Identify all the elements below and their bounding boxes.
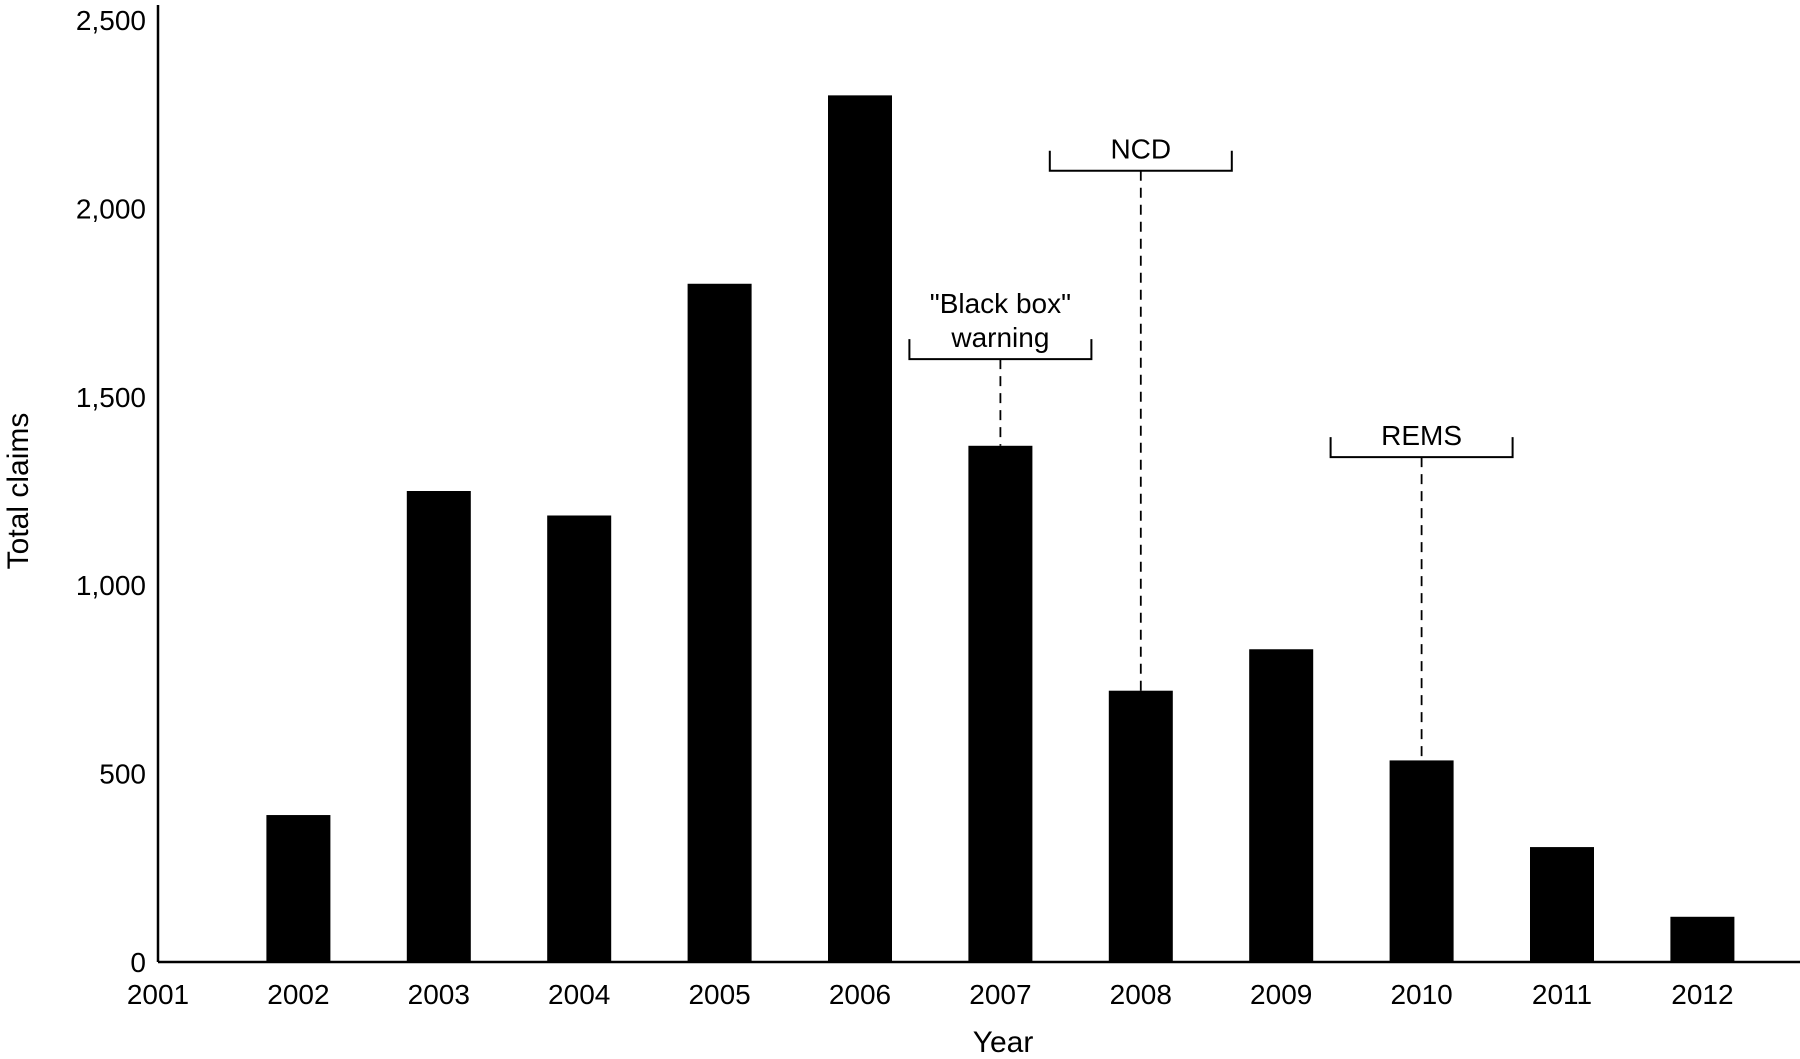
y-tick-label: 500 [99,759,146,790]
annotation-label: "Black box" [930,288,1071,319]
y-axis-title: Total claims [2,413,35,570]
y-tick-label: 2,500 [76,5,146,36]
annotations-group: "Black box"warning NCD REMS [908,134,1514,761]
bar-2006 [828,95,892,963]
x-tick-label: 2009 [1250,979,1312,1010]
y-tick-label: 1,500 [76,382,146,413]
x-tick-label: 2012 [1671,979,1733,1010]
y-tick-label: 1,000 [76,570,146,601]
annotation-label: NCD [1110,134,1171,165]
bar-2011 [1530,847,1594,962]
bar-2010 [1389,760,1454,962]
annotation-label: warning [950,322,1049,353]
bar-2003 [406,491,471,962]
x-tick-label: 2006 [829,979,891,1010]
x-tick-label: 2001 [127,979,189,1010]
bar-2012 [1670,916,1735,962]
x-axis-title: Year [973,1026,1034,1059]
x-tick-label: 2007 [969,979,1031,1010]
bar-2004 [547,515,612,962]
bar-2008 [1108,690,1173,962]
x-tick-label: 2010 [1390,979,1452,1010]
x-tick-label: 2002 [267,979,329,1010]
x-tick-label: 2004 [548,979,610,1010]
bar-2007 [968,445,1033,962]
x-tick-label: 2008 [1110,979,1172,1010]
x-tick-label: 2011 [1532,979,1592,1010]
bar-2009 [1249,649,1314,962]
x-tick-label: 2005 [688,979,750,1010]
annotation-label: REMS [1381,420,1462,451]
annotation-2007: "Black box"warning [908,288,1093,446]
bars-group [266,95,1735,963]
bar-2005 [687,283,752,962]
annotation-2010: REMS [1329,420,1514,761]
y-tick-label: 2,000 [76,193,146,224]
x-tick-label: 2003 [408,979,470,1010]
bar-2002 [266,815,331,962]
annotation-2008: NCD [1048,134,1233,691]
y-tick-label: 0 [130,947,146,978]
y-tick-labels: 0 500 1,000 1,500 2,000 2,500 [76,5,146,978]
x-tick-labels: 2001 2002 2003 2004 2005 2006 2007 2008 2009 2010… [127,979,1734,1010]
